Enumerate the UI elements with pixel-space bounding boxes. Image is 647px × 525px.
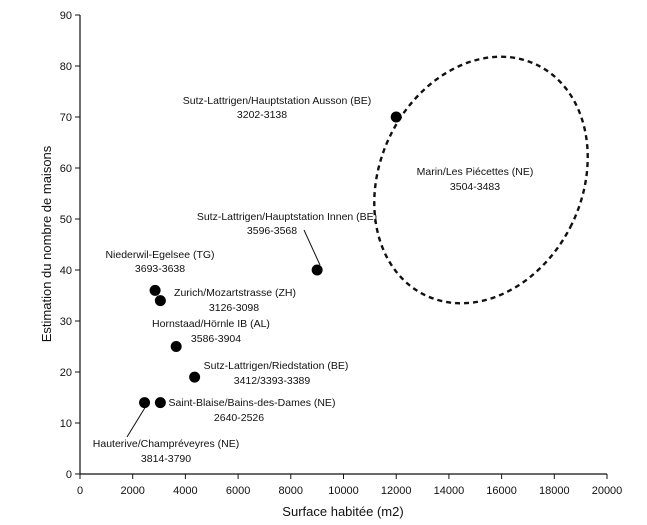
data-point [189,371,201,383]
x-tick-label: 10000 [328,485,359,497]
y-tick-label: 10 [60,418,72,430]
point-label-saint-blaise: Saint-Blaise/Bains-des-Dames (NE) [169,397,336,409]
annotation-label-marin-dates: 3504-3483 [450,181,500,193]
leader-line-innen [303,229,321,266]
point-label-hornstaad: Hornstaad/Hörnle IB (AL) [152,318,270,330]
point-label-hornstaad-dates: 3586-3904 [191,333,241,345]
x-tick-label: 18000 [539,485,570,497]
data-point [390,111,402,123]
x-tick-label: 4000 [173,485,197,497]
y-axis-ticks: 0 10 20 30 40 50 60 70 80 90 [60,10,80,481]
x-tick-label: 16000 [486,485,517,497]
data-point [139,397,151,409]
y-tick-label: 60 [60,163,72,175]
plot-area: 0 10 20 30 40 50 60 70 80 90 0 2000 4000 6000 8000 100… [60,10,623,497]
x-tick-label: 0 [77,485,83,497]
y-tick-label: 90 [60,10,72,22]
point-label-niederwil: Niederwil-Egelsee (TG) [105,249,214,261]
data-point [154,397,166,409]
point-label-riedstation-dates: 3412/3393-3389 [234,375,311,387]
y-axis-title: Estimation du nombre de maisons [39,145,54,342]
data-points [139,111,402,409]
x-tick-label: 12000 [381,485,412,497]
point-label-hauterive-dates: 3814-3790 [141,453,191,465]
point-label-hauterive: Hauterive/Champréveyres (NE) [93,438,239,450]
y-tick-label: 50 [60,214,72,226]
point-label-zurich: Zurich/Mozartstrasse (ZH) [174,287,296,299]
point-label-innen-dates: 3596-3568 [247,225,297,237]
y-tick-label: 0 [66,469,72,481]
point-label-saint-blaise-dates: 2640-2526 [214,412,264,424]
data-point [149,284,161,296]
y-tick-label: 80 [60,61,72,73]
x-tick-label: 8000 [279,485,303,497]
data-point [311,264,323,276]
y-tick-label: 30 [60,316,72,328]
leader-line-hauterive [126,405,147,438]
x-axis-ticks: 0 2000 4000 6000 8000 10000 12000 14000 16000 180… [77,474,622,497]
x-axis-title: Surface habitée (m2) [282,504,403,519]
point-label-riedstation: Sutz-Lattrigen/Riedstation (BE) [204,360,349,372]
x-tick-label: 14000 [434,485,465,497]
x-tick-label: 6000 [226,485,250,497]
y-tick-label: 40 [60,265,72,277]
data-point [154,295,166,307]
x-tick-label: 2000 [120,485,144,497]
point-label-zurich-dates: 3126-3098 [209,302,259,314]
annotation-label-marin: Marin/Les Piécettes (NE) [417,166,534,178]
data-point [170,341,182,352]
point-label-niederwil-dates: 3693-3638 [135,263,185,275]
x-tick-label: 20000 [592,485,623,497]
point-label-ausson-dates: 3202-3138 [237,109,287,121]
y-tick-label: 20 [60,367,72,379]
point-label-ausson: Sutz-Lattrigen/Hauptstation Ausson (BE) [183,95,372,107]
point-labels: Sutz-Lattrigen/Hauptstation Ausson (BE) … [93,95,534,465]
marin-ellipse [373,55,589,305]
point-label-innen: Sutz-Lattrigen/Hauptstation Innen (BE) [197,211,377,223]
y-tick-label: 70 [60,112,72,124]
